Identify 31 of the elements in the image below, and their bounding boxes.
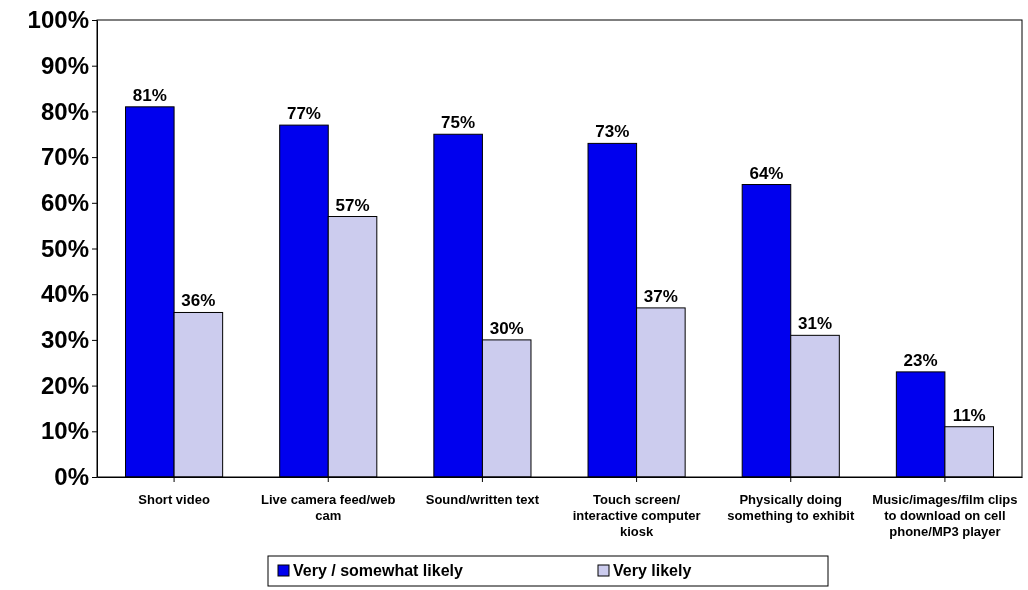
y-tick-label: 60% xyxy=(40,188,89,216)
data-label: 11% xyxy=(952,405,986,425)
data-label: 23% xyxy=(903,350,938,370)
data-label: 30% xyxy=(489,318,524,338)
y-tick-label: 30% xyxy=(40,326,89,354)
data-label: 64% xyxy=(749,163,784,183)
y-tick-label: 50% xyxy=(40,234,89,262)
data-label: 37% xyxy=(643,286,678,306)
data-label: 77% xyxy=(286,104,321,124)
x-tick-label: Sound/written text xyxy=(425,492,540,507)
y-tick-label: 80% xyxy=(40,97,89,125)
x-tick-label: Live camera feed/web cam xyxy=(261,492,396,523)
data-label: 36% xyxy=(181,291,216,311)
y-tick-label: 90% xyxy=(40,51,89,79)
data-label: 31% xyxy=(798,314,833,334)
legend-label: Very / somewhat likely xyxy=(293,562,463,579)
y-tick-label: 0% xyxy=(54,463,89,491)
data-label: 57% xyxy=(335,195,370,215)
y-tick-label: 20% xyxy=(40,371,89,399)
x-tick-label: Short video xyxy=(138,492,210,507)
y-tick-label: 100% xyxy=(27,6,89,34)
legend-label: Very likely xyxy=(613,562,692,579)
x-tick-label: Music/images/film clips to download on cell phone/MP3 player xyxy=(872,492,1018,539)
data-label: 81% xyxy=(132,85,167,105)
y-tick-label: 10% xyxy=(40,417,89,445)
y-tick-label: 70% xyxy=(40,143,89,171)
x-tick-label: Physically doing something to exhibit xyxy=(727,492,855,523)
data-label: 75% xyxy=(441,113,476,133)
data-label: 73% xyxy=(595,122,630,142)
y-tick-label: 40% xyxy=(40,280,89,308)
x-tick-label: Touch screen/interactive computer kiosk xyxy=(572,492,701,539)
